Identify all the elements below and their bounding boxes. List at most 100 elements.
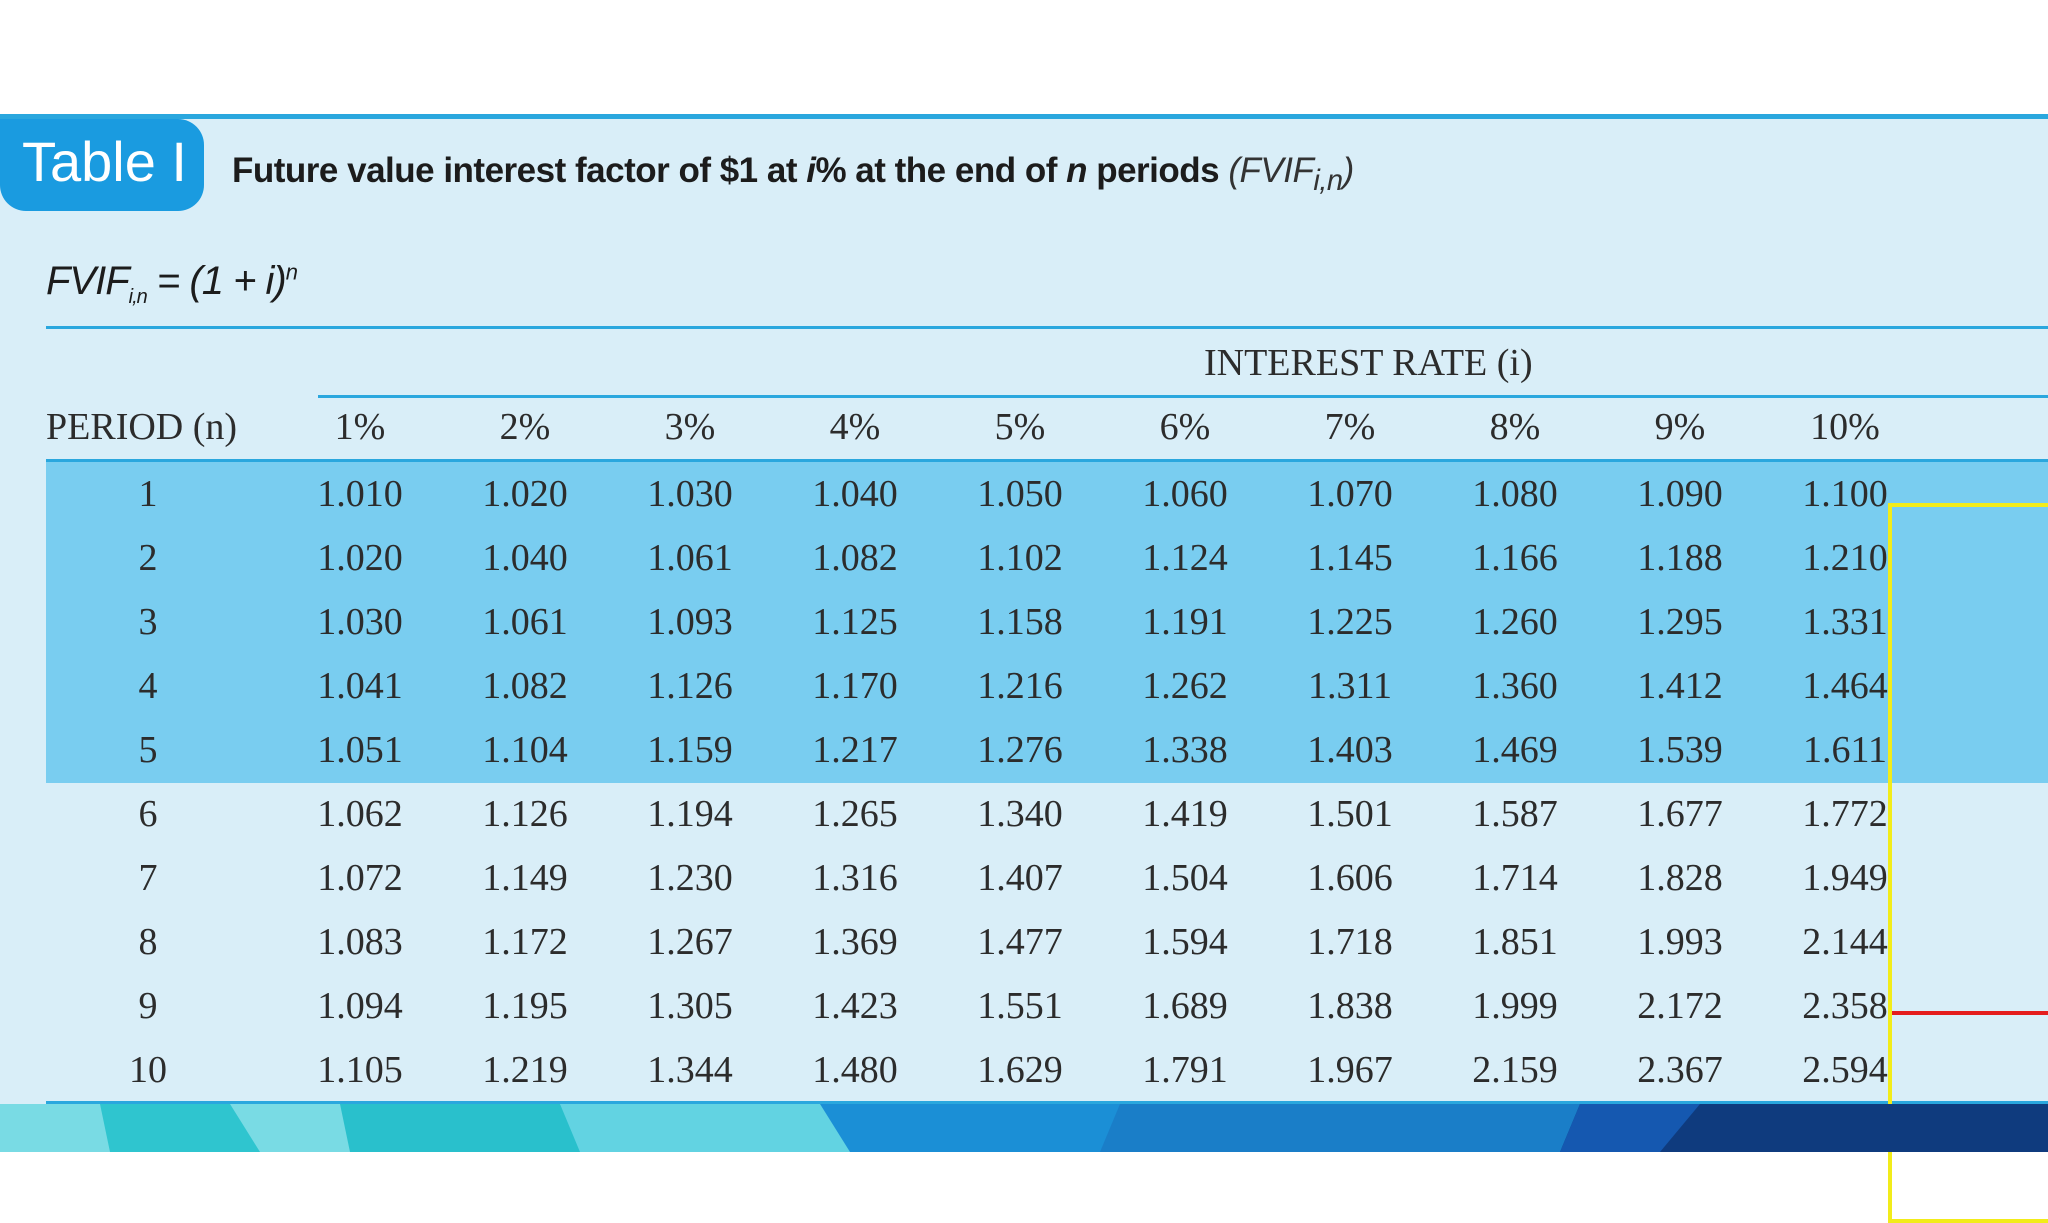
factor-cell: 1.105 [317,1049,403,1091]
footer-shape [1100,1104,1600,1152]
table-row: 10 1.105 1.219 1.344 1.480 1.629 1.791 1.967 2.1… [0,1038,2048,1102]
factor-cell: 1.040 [482,537,568,579]
factor-cell: 2.358 [1802,985,1888,1027]
footer-shape [100,1104,260,1152]
table-row: 2 1.020 1.040 1.061 1.082 1.102 1.124 1.145 1.16… [0,526,2048,590]
formula: FVIFi,n = (1 + i)n [46,259,298,309]
period-cell: 1 [138,473,158,515]
decorative-footer [0,1104,2048,1152]
factor-cell: 1.191 [1142,601,1228,643]
factor-cell: 1.276 [977,729,1063,771]
factor-cell: 1.338 [1142,729,1228,771]
factor-cell: 1.030 [317,601,403,643]
factor-cell: 2.144 [1802,921,1888,963]
factor-cell: 1.219 [482,1049,568,1091]
factor-cell: 1.210 [1802,537,1888,579]
table-row: 4 1.041 1.082 1.126 1.170 1.216 1.262 1.311 1.36… [0,654,2048,718]
factor-cell: 1.104 [482,729,568,771]
factor-cell: 1.464 [1802,665,1888,707]
factor-cell: 1.093 [647,601,733,643]
factor-cell: 1.369 [812,921,898,963]
divider-interest [318,395,2048,398]
red-marker-line [1892,1011,2048,1015]
period-cell: 9 [138,985,158,1027]
period-header: PERIOD (n) [46,406,238,448]
factor-cell: 1.082 [812,537,898,579]
factor-cell: 1.040 [812,473,898,515]
divider-top [46,326,2048,329]
table-panel: Table I Future value interest factor of … [0,114,2048,1223]
factor-cell: 1.539 [1637,729,1723,771]
factor-cell: 1.469 [1472,729,1558,771]
divider-header [46,459,2048,462]
factor-cell: 1.419 [1142,793,1228,835]
factor-cell: 1.501 [1307,793,1393,835]
factor-cell: 1.149 [482,857,568,899]
factor-cell: 1.828 [1637,857,1723,899]
period-cell: 6 [138,793,158,835]
factor-cell: 1.477 [977,921,1063,963]
table-row: 5 1.051 1.104 1.159 1.217 1.276 1.338 1.403 1.46… [0,718,2048,782]
factor-cell: 1.594 [1142,921,1228,963]
factor-cell: 1.606 [1307,857,1393,899]
rate-header-cell: 8% [1489,406,1541,448]
period-cell: 10 [129,1049,167,1091]
footer-shape [560,1104,850,1152]
formula-rhs-sup: n [285,259,298,285]
factor-cell: 2.367 [1637,1049,1723,1091]
interest-rate-header: INTEREST RATE (i) [1204,342,1533,384]
factor-cell: 1.791 [1142,1049,1228,1091]
factor-cell: 1.102 [977,537,1063,579]
table-caption: Future value interest factor of $1 at i%… [232,143,1354,199]
factor-cell: 1.772 [1802,793,1888,835]
divider-bottom [46,1101,2048,1105]
factor-cell: 1.060 [1142,473,1228,515]
factor-cell: 1.407 [977,857,1063,899]
factor-cell: 1.851 [1472,921,1558,963]
factor-cell: 1.714 [1472,857,1558,899]
rate-header-cell: 1% [334,406,386,448]
factor-cell: 1.360 [1472,665,1558,707]
rate-header-cell: 2% [499,406,551,448]
factor-cell: 1.030 [647,473,733,515]
factor-cell: 1.403 [1307,729,1393,771]
factor-cell: 1.718 [1307,921,1393,963]
rate-header-cell: 9% [1654,406,1706,448]
factor-cell: 1.504 [1142,857,1228,899]
factor-cell: 1.124 [1142,537,1228,579]
factor-cell: 1.611 [1802,729,1888,771]
rate-header-cell: 6% [1159,406,1211,448]
factor-cell: 1.080 [1472,473,1558,515]
factor-cell: 1.423 [812,985,898,1027]
factor-cell: 1.689 [1142,985,1228,1027]
rate-header-cell: 4% [829,406,881,448]
rate-header-cell: 5% [994,406,1046,448]
factor-cell: 1.267 [647,921,733,963]
factor-cell: 1.216 [977,665,1063,707]
table-row: 9 1.094 1.195 1.305 1.423 1.551 1.689 1.838 1.99… [0,974,2048,1038]
factor-cell: 1.170 [812,665,898,707]
table-row: 3 1.030 1.061 1.093 1.125 1.158 1.191 1.225 1.26… [0,590,2048,654]
factor-cell: 1.412 [1637,665,1723,707]
period-cell: 2 [138,537,158,579]
factor-cell: 1.587 [1472,793,1558,835]
table-row: 6 1.062 1.126 1.194 1.265 1.340 1.419 1.501 1.58… [0,782,2048,846]
factor-cell: 1.061 [482,601,568,643]
factor-cell: 1.230 [647,857,733,899]
formula-rhs: = (1 + i) [146,259,287,303]
factor-cell: 1.331 [1802,601,1888,643]
factor-cell: 1.967 [1307,1049,1393,1091]
caption-i: i [806,151,816,190]
factor-cell: 1.999 [1472,985,1558,1027]
factor-cell: 1.262 [1142,665,1228,707]
factor-cell: 1.265 [812,793,898,835]
table-row: 1 1.010 1.020 1.030 1.040 1.050 1.060 1.070 1.08… [0,462,2048,526]
factor-cell: 1.949 [1802,857,1888,899]
caption-part2: % at the end of [815,151,1067,190]
factor-cell: 1.225 [1307,601,1393,643]
factor-cell: 1.217 [812,729,898,771]
rate-header-cell: 3% [664,406,716,448]
factor-cell: 1.194 [647,793,733,835]
factor-cell: 1.340 [977,793,1063,835]
highlight-band [46,462,2048,783]
